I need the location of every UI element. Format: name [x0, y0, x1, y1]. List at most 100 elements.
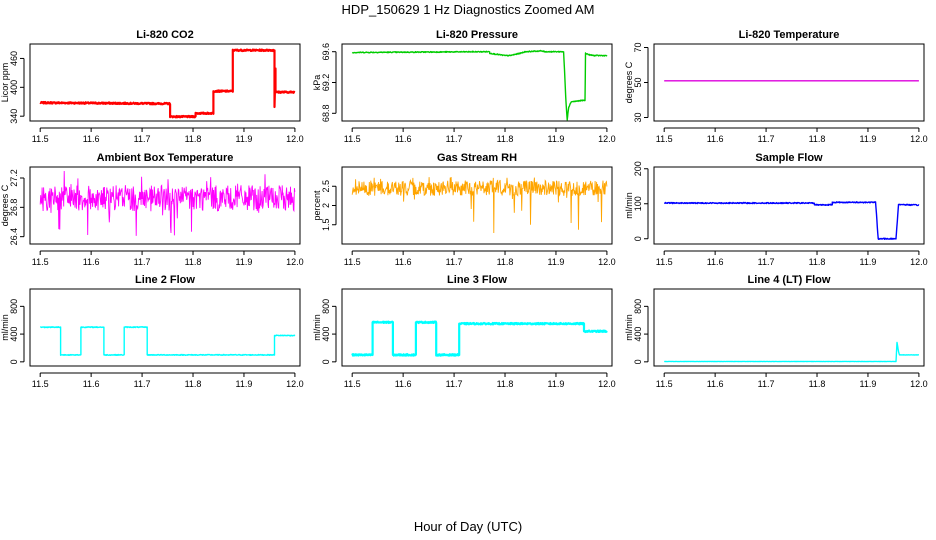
x-tick-label: 11.7 — [758, 379, 775, 389]
panel-sample-flow: Sample Flow ml/min 11.5 11.6 11.7 11.8 11.9 12.… — [624, 152, 928, 267]
y-tick-label: 800 — [633, 299, 643, 314]
x-tick-label: 11.6 — [395, 379, 412, 389]
series-line — [351, 176, 608, 234]
y-axis-label: ml/min — [624, 192, 634, 219]
x-tick-label: 11.9 — [860, 257, 877, 267]
series-line-3-flow — [351, 320, 608, 357]
x-tick-label: 11.6 — [707, 257, 724, 267]
y-tick-label: 1.5 — [321, 218, 331, 231]
x-tick-label: 12.0 — [910, 257, 928, 267]
y-tick-label: 100 — [633, 196, 643, 211]
x-tick-label: 11.8 — [497, 379, 514, 389]
x-tick-label: 11.8 — [185, 134, 202, 144]
y-tick-label: 26.4 — [9, 228, 19, 246]
plot-frame — [653, 43, 925, 122]
x-tick-label: 11.7 — [134, 379, 151, 389]
y-tick-label: 800 — [9, 299, 19, 314]
y-tick-label: 30 — [633, 112, 643, 122]
x-tick-label: 11.6 — [83, 134, 100, 144]
x-tick-label: 12.0 — [598, 134, 616, 144]
plot-frame — [341, 288, 613, 367]
panel-line-2-flow: Line 2 Flow ml/min 11.5 11.6 11.7 11.8 11.9 12.… — [0, 274, 304, 389]
panel-gas-stream-rh: Gas Stream RH percent 11.5 11.6 11.7 11.8 11.9… — [312, 152, 616, 267]
y-tick-label: 340 — [9, 109, 19, 124]
y-axis-label: ml/min — [312, 314, 322, 341]
x-tick-label: 11.7 — [446, 257, 463, 267]
y-axis-label: Licor ppm — [0, 63, 10, 103]
x-tick-label: 11.9 — [236, 134, 253, 144]
y-axis-label: degrees C — [0, 184, 10, 226]
series-gas-stream-rh — [351, 176, 608, 234]
y-tick-label: 0 — [633, 359, 643, 364]
x-tick-label: 12.0 — [910, 379, 928, 389]
panel-title: Li-820 CO2 — [136, 29, 193, 41]
series-li-820-co2 — [39, 48, 296, 119]
plot-frame — [341, 43, 613, 122]
series-sample-flow — [663, 201, 920, 240]
x-tick-label: 11.9 — [548, 379, 565, 389]
y-axis-label: ml/min — [624, 314, 634, 341]
x-tick-label: 11.5 — [32, 134, 49, 144]
panel-title: Line 2 Flow — [135, 274, 195, 286]
x-tick-label: 12.0 — [598, 257, 616, 267]
x-tick-label: 11.8 — [809, 134, 826, 144]
x-tick-label: 12.0 — [910, 134, 928, 144]
x-tick-label: 11.9 — [548, 257, 565, 267]
y-tick-label: 27.2 — [9, 169, 19, 187]
y-tick-label: 68.8 — [321, 105, 331, 123]
series-line — [39, 326, 296, 356]
series-line — [39, 48, 296, 119]
series-line — [663, 201, 920, 240]
series-ambient-box-temperature — [39, 170, 296, 236]
panel-li-820-temperature: Li-820 Temperature degrees C 11.5 11.6 11.7 1… — [624, 29, 928, 144]
x-tick-label: 11.6 — [707, 134, 724, 144]
panel-title: Li-820 Temperature — [739, 29, 840, 41]
x-tick-label: 11.6 — [707, 379, 724, 389]
x-tick-label: 12.0 — [286, 257, 304, 267]
panel-title: Line 3 Flow — [447, 274, 507, 286]
panel-li-820-pressure: Li-820 Pressure kPa 11.5 11.6 11.7 11.8 11.9 12… — [312, 29, 616, 144]
y-axis-label: kPa — [312, 75, 322, 91]
panel-ambient-box-temperature: Ambient Box Temperature degrees C 11.5 11.6… — [0, 152, 304, 267]
x-tick-label: 12.0 — [598, 379, 616, 389]
x-tick-label: 11.9 — [860, 134, 877, 144]
series-line — [351, 320, 608, 357]
x-tick-label: 11.5 — [656, 134, 673, 144]
series-line — [351, 49, 608, 121]
panel-grid: Li-820 CO2 Licor ppm 11.5 11.6 11.7 11.8 11.9 1… — [0, 29, 928, 389]
panel-title: Li-820 Pressure — [436, 29, 518, 41]
panel-line-3-flow: Line 3 Flow ml/min 11.5 11.6 11.7 11.8 11.9 12.… — [312, 274, 616, 389]
y-tick-label: 26.8 — [9, 199, 19, 217]
x-tick-label: 11.8 — [809, 379, 826, 389]
y-axis-label: percent — [312, 190, 322, 221]
series-line — [663, 341, 920, 363]
series-li-820-pressure — [351, 49, 608, 121]
x-tick-label: 11.7 — [446, 379, 463, 389]
y-tick-label: 800 — [321, 299, 331, 314]
x-tick-label: 11.7 — [134, 257, 151, 267]
y-tick-label: 400 — [321, 327, 331, 342]
figure-title: HDP_150629 1 Hz Diagnostics Zoomed AM — [342, 2, 595, 17]
x-tick-label: 11.5 — [656, 257, 673, 267]
x-tick-label: 11.7 — [758, 134, 775, 144]
y-tick-label: 2 — [321, 203, 331, 208]
series-line — [39, 170, 296, 236]
y-axis-label: ml/min — [0, 314, 10, 341]
y-tick-label: 0 — [9, 359, 19, 364]
x-tick-label: 11.7 — [134, 134, 151, 144]
plot-frame — [653, 288, 925, 367]
y-axis-label: degrees C — [624, 61, 634, 103]
y-tick-label: 460 — [9, 51, 19, 66]
y-tick-label: 200 — [633, 161, 643, 176]
y-tick-label: 69.6 — [321, 43, 331, 61]
y-tick-label: 2.5 — [321, 180, 331, 193]
y-tick-label: 70 — [633, 42, 643, 52]
plot-frame — [29, 288, 301, 367]
plot-frame — [653, 166, 925, 245]
y-tick-label: 400 — [9, 80, 19, 95]
x-tick-label: 11.5 — [32, 379, 49, 389]
y-tick-label: 400 — [9, 327, 19, 342]
x-tick-label: 11.7 — [446, 134, 463, 144]
panel-title: Sample Flow — [755, 152, 823, 164]
